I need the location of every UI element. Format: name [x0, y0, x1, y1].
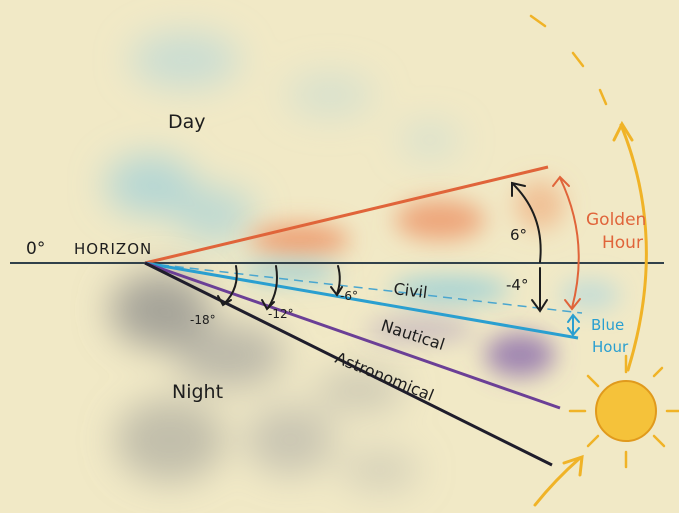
- blue-hour-line: [144, 261, 579, 340]
- nautical-line: [144, 261, 561, 410]
- angle-plus6-label: 6°: [510, 226, 527, 244]
- zero-degree-label: 0°: [26, 239, 45, 259]
- angle-minus12-label: -12°: [268, 307, 294, 321]
- astronomical-line: [144, 261, 553, 467]
- angle-arcs: [217, 181, 548, 313]
- blue-hour-bracket: [567, 313, 580, 337]
- sun-icon: [568, 354, 679, 469]
- horizon-label: HORIZON: [74, 240, 152, 258]
- golden-hour-bracket: [552, 175, 581, 311]
- day-sky-wash: [105, 32, 460, 243]
- blue-hour-label-line2: Hour: [592, 338, 629, 356]
- civil-twilight-wash: [240, 262, 620, 310]
- angle-minus6-label: -6°: [340, 289, 358, 303]
- golden-hour-line: [144, 165, 549, 265]
- angle-minus18-label: -18°: [190, 313, 216, 327]
- golden-hour-label-line1: Golden: [586, 210, 646, 230]
- golden-hour-wash: [250, 180, 565, 256]
- golden-hour-label-line2: Hour: [602, 233, 643, 253]
- blue-hour-label-line1: Blue: [591, 316, 624, 334]
- angle-minus4-label: -4°: [506, 276, 528, 294]
- night-label: Night: [172, 381, 223, 403]
- nautical-twilight-wash: [365, 318, 555, 377]
- night-wash: [110, 272, 420, 492]
- civil-label: Civil: [393, 279, 429, 302]
- sun-path-dashes: [529, 14, 608, 106]
- day-label: Day: [168, 111, 206, 133]
- civil-twilight-dashed-line: [144, 262, 583, 314]
- sun-path-arc: [533, 120, 648, 507]
